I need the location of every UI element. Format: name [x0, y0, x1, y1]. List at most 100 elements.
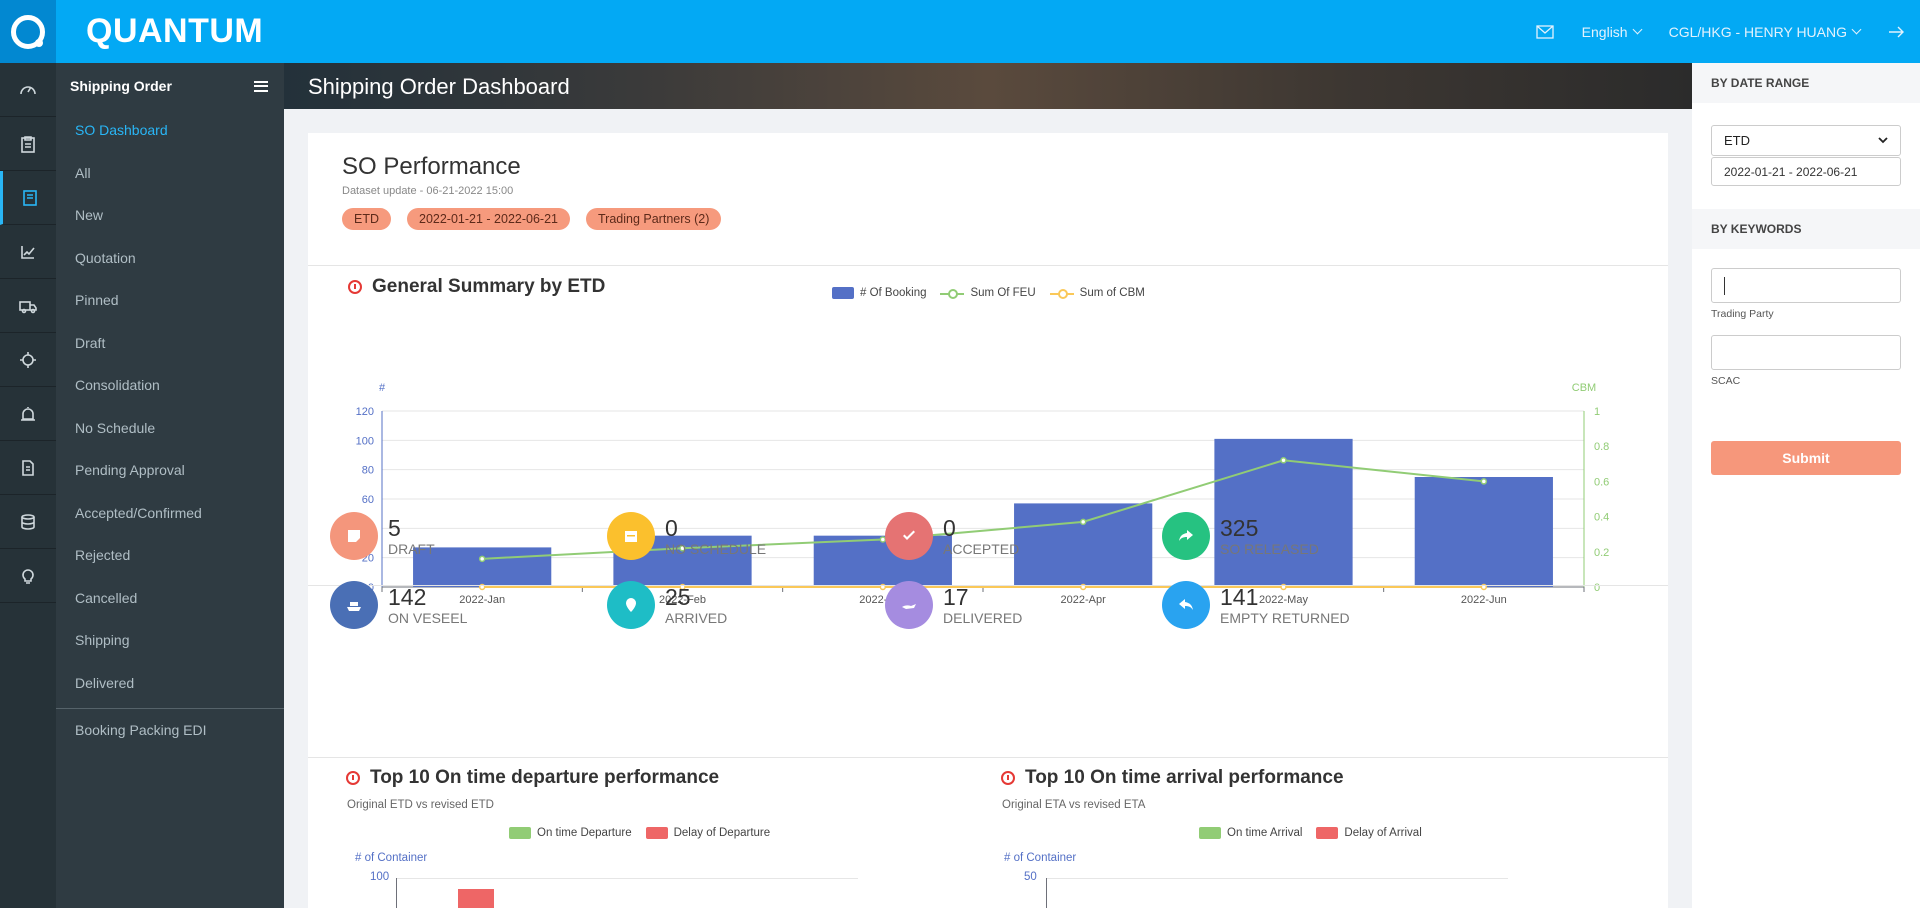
- point-feu: [478, 555, 486, 563]
- return-arrow-icon: [1179, 599, 1193, 610]
- departure-gridline: [396, 878, 858, 879]
- sidebar-item-rejected[interactable]: Rejected: [75, 547, 131, 564]
- sidebar-header: Shipping Order: [56, 63, 284, 109]
- sidebar-item-booking-packing-edi[interactable]: Booking Packing EDI: [75, 722, 207, 739]
- rail-reports[interactable]: [0, 225, 56, 279]
- sidebar-item-cancelled[interactable]: Cancelled: [75, 589, 138, 606]
- chip-date-range[interactable]: 2022-01-21 - 2022-06-21: [407, 208, 570, 230]
- departure-bar[interactable]: [458, 889, 494, 908]
- app-logo[interactable]: [0, 0, 56, 63]
- stat-arrived[interactable]: 25 ARRIVED: [607, 581, 727, 629]
- rail-shipping-order[interactable]: [0, 171, 56, 225]
- rail-transport[interactable]: [0, 279, 56, 333]
- stat-value: 0: [665, 514, 678, 541]
- stat-label: EMPTY RETURNED: [1220, 609, 1350, 626]
- stat-delivered[interactable]: 17 DELIVERED: [885, 581, 1022, 629]
- stat-no-schedule[interactable]: 0 NO SCHEDULE: [607, 512, 766, 560]
- sidebar-item-pending-approval[interactable]: Pending Approval: [75, 462, 185, 479]
- stat-icon-circle: [1162, 581, 1210, 629]
- x-tick-label: 2022-May: [1259, 594, 1308, 606]
- general-summary-heading: General Summary by ETD: [348, 276, 605, 298]
- point-feu: [679, 545, 686, 552]
- legend-swatch: [940, 287, 965, 299]
- legend-delay-departure[interactable]: Delay of Departure: [645, 827, 770, 839]
- summary-legend: # Of Booking Sum Of FEU Sum of CBM: [832, 287, 1145, 299]
- calendar-icon: [625, 531, 637, 542]
- legend-delay-arrival[interactable]: Delay of Arrival: [1316, 827, 1422, 839]
- rail-dashboard[interactable]: [0, 63, 56, 117]
- stat-draft[interactable]: 5 DRAFT: [330, 512, 435, 560]
- page-banner: Shipping Order Dashboard: [284, 63, 1692, 109]
- legend-swatch: [832, 287, 854, 299]
- date-type-select[interactable]: ETD: [1711, 125, 1901, 156]
- sidebar-item-shipping[interactable]: Shipping: [75, 632, 130, 649]
- legend-label: Sum of CBM: [1079, 287, 1145, 299]
- trading-party-input[interactable]: [1711, 268, 1901, 303]
- x-tick-label: 2022-Jan: [459, 594, 505, 606]
- departure-title: Top 10 On time departure performance: [370, 767, 720, 788]
- y-tick-left: 100: [356, 435, 374, 447]
- rail-tracking[interactable]: [0, 333, 56, 387]
- sidebar-item-so-dashboard[interactable]: SO Dashboard: [75, 122, 168, 139]
- language-selector[interactable]: English: [1582, 24, 1643, 40]
- stat-label: ON VESEEL: [388, 609, 468, 626]
- legend-swatch: [1316, 827, 1339, 839]
- submit-button[interactable]: Submit: [1711, 441, 1901, 475]
- stat-text: 17 DELIVERED: [943, 583, 1023, 626]
- info-icon: [348, 280, 362, 294]
- stat-on-veseel[interactable]: 142 ON VESEEL: [330, 581, 467, 629]
- sidebar-item-no-schedule[interactable]: No Schedule: [75, 419, 156, 436]
- rail-database[interactable]: [0, 495, 56, 549]
- legend-swatch: [645, 827, 668, 839]
- sidebar-item-draft[interactable]: Draft: [75, 334, 106, 351]
- sidebar-title: Shipping Order: [70, 78, 172, 94]
- legend-feu[interactable]: Sum Of FEU: [940, 287, 1036, 299]
- sidebar-item-delivered[interactable]: Delivered: [75, 674, 135, 691]
- sidebar-item-new[interactable]: New: [75, 207, 104, 224]
- stat-label: DRAFT: [388, 540, 435, 557]
- stat-icon-circle: [885, 512, 933, 560]
- sidebar-item-quotation[interactable]: Quotation: [75, 249, 136, 266]
- location-pin-icon: [626, 598, 636, 612]
- bar-booking: [1214, 438, 1353, 587]
- stat-accepted[interactable]: 0 ACCEPTED: [885, 512, 1019, 560]
- rail-orders[interactable]: [0, 117, 56, 171]
- share-icon: [1179, 530, 1193, 541]
- y-tick-left: 80: [362, 465, 374, 477]
- x-tick-label: 2022-Jun: [1461, 594, 1507, 606]
- chip-trading-partners[interactable]: Trading Partners (2): [586, 208, 722, 230]
- stat-empty-returned[interactable]: 141 EMPTY RETURNED: [1162, 581, 1350, 629]
- legend-cbm[interactable]: Sum of CBM: [1049, 287, 1145, 299]
- filter-chips: ETD 2022-01-21 - 2022-06-21 Trading Part…: [342, 208, 722, 230]
- truck-icon: [19, 300, 37, 313]
- arrival-legend: On time Arrival Delay of Arrival: [1199, 827, 1422, 839]
- scac-input[interactable]: [1711, 335, 1901, 370]
- legend-on-time-arrival[interactable]: On time Arrival: [1199, 827, 1302, 839]
- stat-value: 325: [1220, 514, 1259, 541]
- legend-booking[interactable]: # Of Booking: [832, 287, 926, 299]
- menu-toggle-icon[interactable]: [254, 80, 268, 92]
- user-menu[interactable]: CGL/HKG - HENRY HUANG: [1669, 24, 1862, 40]
- sidebar-item-accepted-confirmed[interactable]: Accepted/Confirmed: [75, 504, 202, 521]
- stat-so-released[interactable]: 325 SO RELEASED: [1162, 512, 1319, 560]
- stat-label: DELIVERED: [943, 609, 1023, 626]
- logout-button[interactable]: [1888, 24, 1906, 40]
- stat-label: ACCEPTED: [943, 540, 1020, 557]
- legend-label: On time Departure: [537, 827, 632, 839]
- legend-label: On time Arrival: [1227, 827, 1303, 839]
- rail-alerts[interactable]: [0, 387, 56, 441]
- sidebar-item-consolidation[interactable]: Consolidation: [75, 377, 160, 394]
- rail-tips[interactable]: [0, 549, 56, 603]
- sidebar-item-all[interactable]: All: [75, 164, 91, 181]
- icon-rail: [0, 63, 56, 908]
- stat-value: 17: [943, 583, 969, 610]
- chevron-down-icon: [1878, 137, 1888, 144]
- date-range-input[interactable]: 2022-01-21 - 2022-06-21: [1711, 157, 1901, 186]
- legend-on-time-departure[interactable]: On time Departure: [509, 827, 632, 839]
- chip-date-type[interactable]: ETD: [342, 208, 391, 230]
- sidebar-divider: [56, 708, 284, 709]
- sidebar-item-pinned[interactable]: Pinned: [75, 292, 119, 309]
- mail-button[interactable]: [1536, 24, 1554, 39]
- rail-documents[interactable]: [0, 441, 56, 495]
- stat-label: NO SCHEDULE: [665, 540, 767, 557]
